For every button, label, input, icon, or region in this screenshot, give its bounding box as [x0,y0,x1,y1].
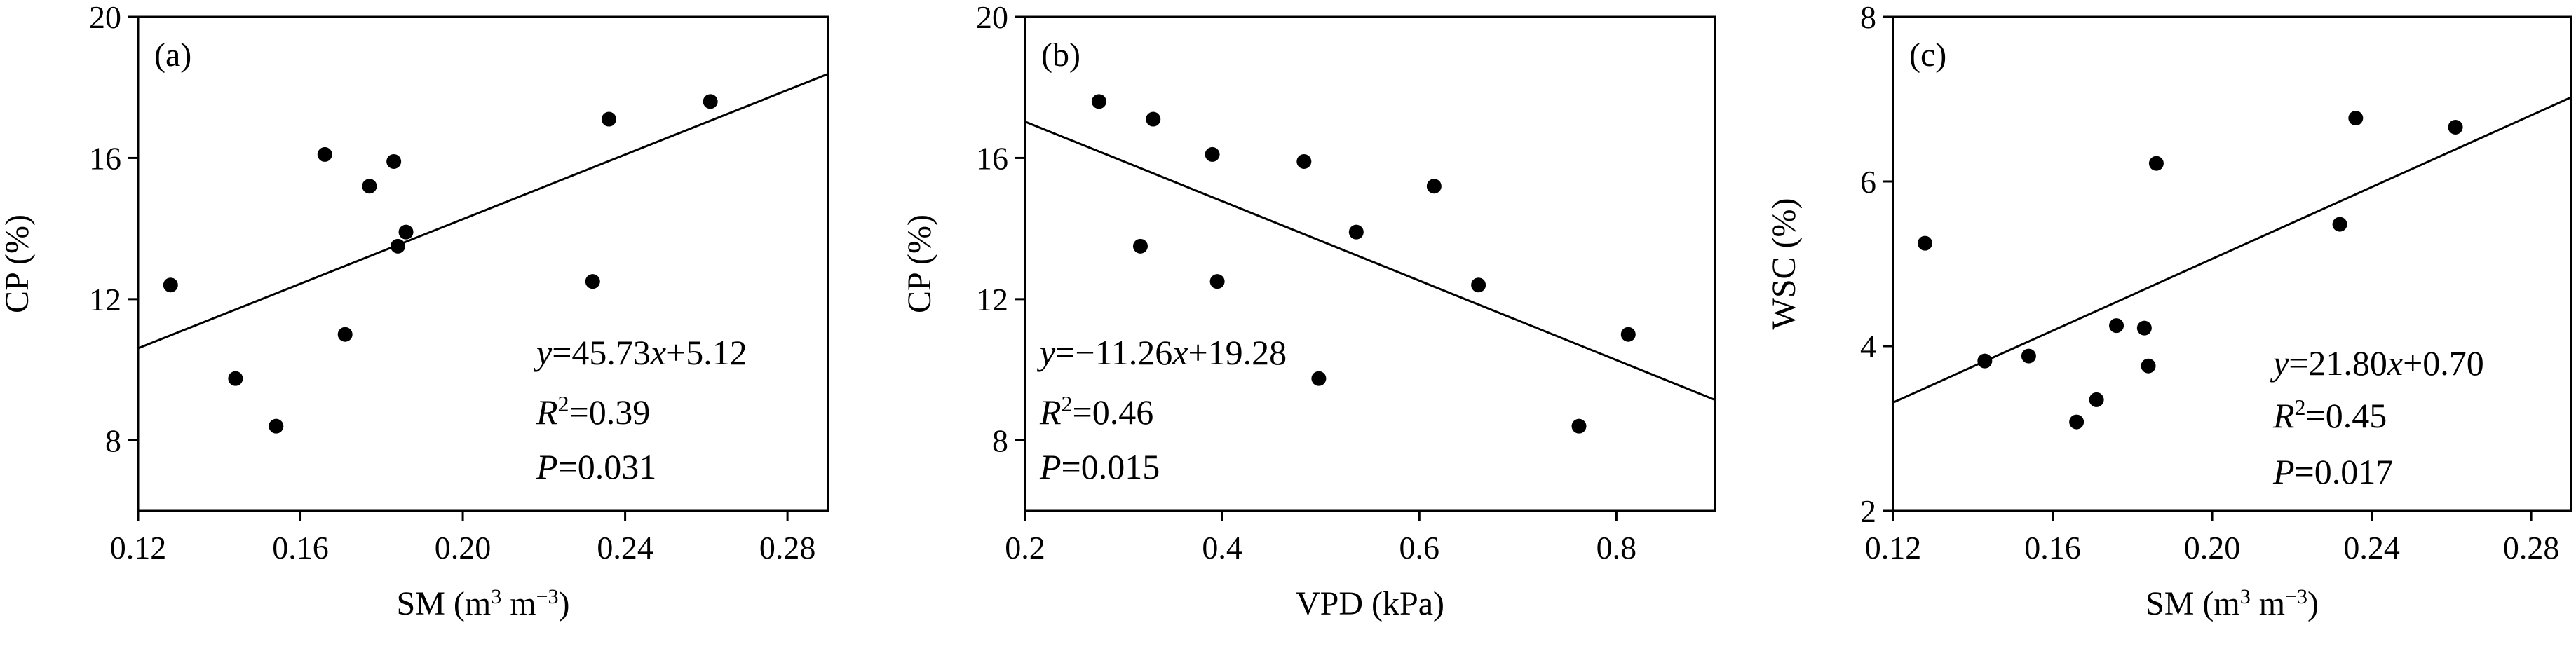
data-point [585,274,600,289]
y-tick-label: 8 [1860,0,1876,35]
regression-equation: y=21.80x+0.70 [2270,343,2484,383]
panel-1: 0.2 0.4 0.6 0.8 8 12 16 20 VPD (kPa) CP (%) (b) y=−… [901,0,1716,622]
panel-label: (c) [1909,36,1946,74]
r-squared: R2=0.45 [2272,395,2387,435]
data-point [2069,414,2084,430]
data-point [1620,327,1636,342]
panel-label: (a) [154,36,191,74]
x-tick-label: 0.24 [597,530,653,566]
y-tick-label: 2 [1860,493,1876,529]
data-point [1311,371,1327,386]
y-tick-label: 8 [992,423,1008,458]
data-point [1146,111,1161,127]
plot-frame [1024,15,1716,512]
data-point [317,146,332,162]
x-tick-label: 0.28 [2503,530,2560,566]
x-axis-label: SM (m3 m−3) [397,585,570,623]
x-tick-label: 0.12 [110,530,167,566]
panel-0: 0.12 0.16 0.20 0.24 0.28 8 12 16 20 SM (m3 m−3) CP… [0,0,829,623]
x-tick-label: 0.2 [1005,530,1045,566]
regression-line [138,73,828,350]
x-tick-label: 0.16 [2024,530,2081,566]
p-value: P=0.015 [1039,447,1160,486]
x-tick-label: 0.8 [1597,530,1637,566]
panel-2: 0.12 0.16 0.20 0.24 0.28 2 4 6 8 SM (m3 m−3) WSC (… [1765,0,2572,623]
y-tick-label: 8 [105,423,121,458]
data-point [2141,358,2156,374]
regression-line [1893,96,2571,404]
data-point [2136,320,2152,336]
y-tick-label: 4 [1860,329,1876,364]
y-axis-label: WSC (%) [1765,198,1803,330]
data-point [1471,277,1486,293]
panel-label: (b) [1041,36,1080,74]
data-point [269,418,284,434]
data-point [1571,418,1587,434]
data-point [1132,238,1148,254]
data-point [1918,235,1933,251]
data-point [1091,94,1106,109]
x-tick-label: 0.6 [1399,530,1440,566]
data-point [1426,179,1442,194]
data-point [2448,119,2463,135]
x-tick-label: 0.20 [2184,530,2241,566]
y-tick-label: 16 [89,140,121,176]
regression-line [1025,121,1715,401]
data-point [362,179,377,194]
y-tick-label: 20 [89,0,121,35]
data-point [1977,353,1993,369]
x-tick-label: 0.24 [2343,530,2400,566]
data-point [390,238,405,254]
plot-frame [137,15,829,512]
data-point [2148,156,2164,171]
data-point [703,94,718,109]
regression-equation: y=45.73x+5.12 [533,333,747,372]
x-tick-label: 0.28 [759,530,816,566]
x-tick-label: 0.4 [1202,530,1242,566]
y-tick-label: 12 [976,282,1008,317]
data-point [386,153,402,169]
data-point [163,277,178,293]
x-axis-label: SM (m3 m−3) [2145,585,2319,623]
data-point [1205,146,1220,162]
y-axis-label: CP (%) [901,214,938,313]
y-tick-label: 12 [89,282,121,317]
x-tick-label: 0.16 [272,530,329,566]
data-point [2348,111,2364,126]
p-value: P=0.017 [2272,452,2393,491]
y-tick-label: 16 [976,140,1008,176]
data-point [337,327,353,342]
regression-equation: y=−11.26x+19.28 [1036,333,1287,372]
data-point [398,224,414,240]
y-tick-label: 20 [976,0,1008,35]
y-tick-label: 6 [1860,164,1876,200]
y-axis-label: CP (%) [0,214,36,313]
x-tick-label: 0.20 [435,530,492,566]
data-point [2021,348,2036,364]
p-value: P=0.031 [536,447,656,486]
x-axis-label: VPD (kPa) [1296,585,1444,622]
x-tick-label: 0.12 [1865,530,1922,566]
data-point [1348,224,1364,240]
data-point [1209,274,1225,289]
data-point [2109,318,2124,334]
r-squared: R2=0.39 [536,391,650,432]
data-point [228,371,243,386]
plot-frame [1892,15,2572,512]
data-point [1296,153,1312,169]
data-point [601,111,616,127]
data-point [2089,392,2104,407]
r-squared: R2=0.46 [1039,391,1153,432]
data-point [2332,217,2347,232]
